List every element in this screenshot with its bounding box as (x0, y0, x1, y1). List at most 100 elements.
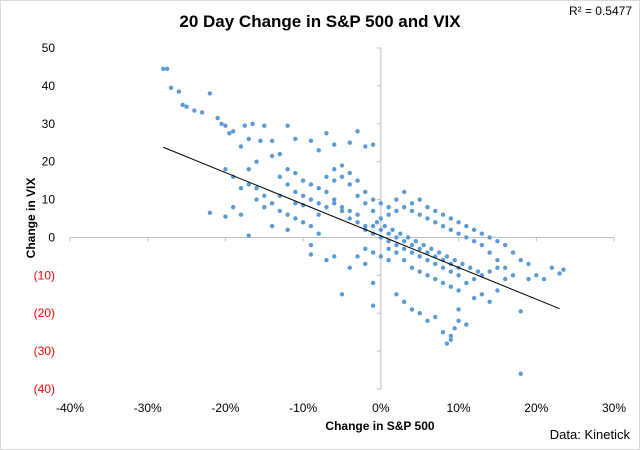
data-point (339, 163, 345, 168)
data-point (246, 136, 251, 142)
axes (69, 47, 615, 390)
data-point (394, 208, 399, 214)
data-point (401, 257, 407, 263)
data-point (456, 220, 461, 225)
x-tick-label: -40% (56, 401, 84, 415)
data-point (479, 292, 485, 297)
data-point (518, 257, 523, 263)
data-point (168, 85, 174, 90)
data-point (339, 174, 345, 180)
chart-title: 20 Day Change in S&P 500 and VIX (179, 12, 461, 31)
data-point (464, 280, 469, 286)
data-point (448, 216, 453, 221)
data-point (390, 227, 395, 233)
data-point (370, 142, 376, 147)
data-point (444, 341, 450, 346)
data-point (176, 89, 181, 94)
data-point (394, 197, 399, 202)
data-point (417, 311, 422, 316)
data-point (347, 140, 352, 145)
data-point (440, 223, 446, 229)
data-point (386, 204, 391, 210)
data-point (456, 288, 461, 293)
data-point (308, 182, 314, 187)
data-point (300, 220, 306, 225)
data-point (378, 227, 384, 233)
data-point (487, 269, 492, 274)
data-point (332, 167, 337, 172)
y-tick-label: 10 (42, 193, 56, 207)
data-point (238, 212, 244, 217)
data-point (448, 284, 453, 289)
data-point (378, 216, 384, 221)
x-tick-labels: -40% -30% -20% -10% 0% 10% 20% 30% (56, 401, 626, 415)
data-point (425, 250, 430, 255)
data-point (471, 276, 477, 282)
data-point (316, 185, 321, 191)
data-point (339, 208, 345, 214)
data-point (161, 66, 166, 72)
data-point (382, 223, 387, 229)
data-point (378, 254, 384, 259)
data-point (355, 212, 360, 217)
data-point (456, 231, 461, 236)
trendline-group (163, 146, 560, 310)
data-point (425, 257, 430, 263)
data-point (316, 212, 321, 217)
data-point (293, 136, 298, 142)
data-point (444, 254, 450, 259)
y-tick-label: 40 (42, 79, 56, 93)
x-axis-label: Change in S&P 500 (325, 419, 435, 433)
data-point (495, 288, 500, 293)
data-point (324, 174, 329, 180)
data-point (199, 110, 205, 115)
data-point (456, 273, 461, 278)
data-point (452, 326, 457, 331)
data-point (386, 231, 391, 236)
data-point (409, 242, 415, 248)
data-point (215, 115, 220, 121)
data-point (277, 151, 283, 157)
data-point (324, 204, 329, 210)
data-point (250, 121, 255, 126)
data-point (347, 208, 352, 214)
data-point (269, 153, 275, 159)
data-point (394, 250, 399, 255)
data-point (254, 159, 259, 164)
data-point (409, 307, 415, 312)
data-point (370, 223, 376, 229)
data-point (332, 178, 337, 183)
data-point (386, 246, 391, 252)
data-point (557, 271, 562, 276)
data-point (285, 123, 290, 128)
data-point (355, 254, 360, 259)
data-point (448, 333, 453, 339)
data-point (370, 303, 376, 308)
y-tick-label: (40) (34, 382, 55, 396)
data-point (308, 197, 314, 202)
y-tick-label: 0 (48, 230, 55, 244)
data-point (332, 254, 337, 259)
data-point (460, 261, 465, 267)
data-point (409, 208, 415, 214)
data-point (316, 148, 321, 153)
data-points (161, 66, 566, 377)
data-point (433, 314, 438, 320)
data-point (339, 204, 345, 210)
data-point (316, 201, 321, 206)
y-tick-label: 30 (42, 117, 56, 131)
data-point (417, 269, 422, 274)
data-point (541, 276, 547, 282)
data-point (262, 204, 267, 210)
data-point (347, 216, 352, 221)
data-point (518, 309, 523, 314)
data-point (231, 129, 236, 134)
data-point (448, 227, 453, 233)
data-point (269, 223, 275, 229)
data-point (332, 197, 337, 202)
data-point (370, 280, 376, 286)
data-point (355, 178, 360, 183)
data-point (293, 216, 298, 221)
data-point (246, 233, 251, 238)
